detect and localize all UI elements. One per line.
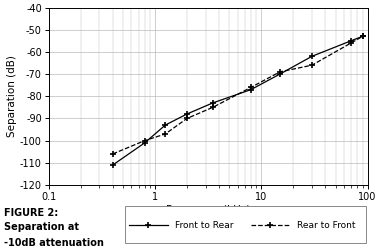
Y-axis label: Separation (dB): Separation (dB): [7, 55, 17, 137]
Text: Rear to Front: Rear to Front: [297, 220, 356, 230]
Line: Front to Rear: Front to Rear: [109, 33, 366, 168]
Front to Rear: [278, 72, 282, 76]
Rear to Front: [278, 70, 282, 73]
Rear to Front: [249, 86, 253, 89]
Text: FIGURE 2:: FIGURE 2:: [4, 208, 58, 218]
X-axis label: Frequency (kHz): Frequency (kHz): [166, 205, 250, 215]
Rear to Front: [349, 42, 353, 44]
Front to Rear: [360, 35, 365, 38]
Text: -10dB attenuation: -10dB attenuation: [4, 238, 104, 248]
Front to Rear: [249, 88, 253, 91]
Front to Rear: [111, 164, 115, 166]
FancyBboxPatch shape: [125, 206, 366, 243]
Text: Separation at: Separation at: [4, 222, 79, 232]
Text: Front to Rear: Front to Rear: [175, 220, 233, 230]
Rear to Front: [360, 35, 365, 38]
Rear to Front: [185, 117, 189, 120]
Front to Rear: [210, 102, 215, 104]
Front to Rear: [349, 39, 353, 42]
Front to Rear: [163, 124, 168, 126]
Front to Rear: [142, 141, 147, 144]
Rear to Front: [163, 132, 168, 136]
Rear to Front: [310, 64, 314, 67]
Rear to Front: [111, 152, 115, 156]
Rear to Front: [210, 106, 215, 109]
Rear to Front: [142, 139, 147, 142]
Line: Rear to Front: Rear to Front: [109, 33, 366, 158]
Front to Rear: [185, 112, 189, 116]
Front to Rear: [310, 55, 314, 58]
